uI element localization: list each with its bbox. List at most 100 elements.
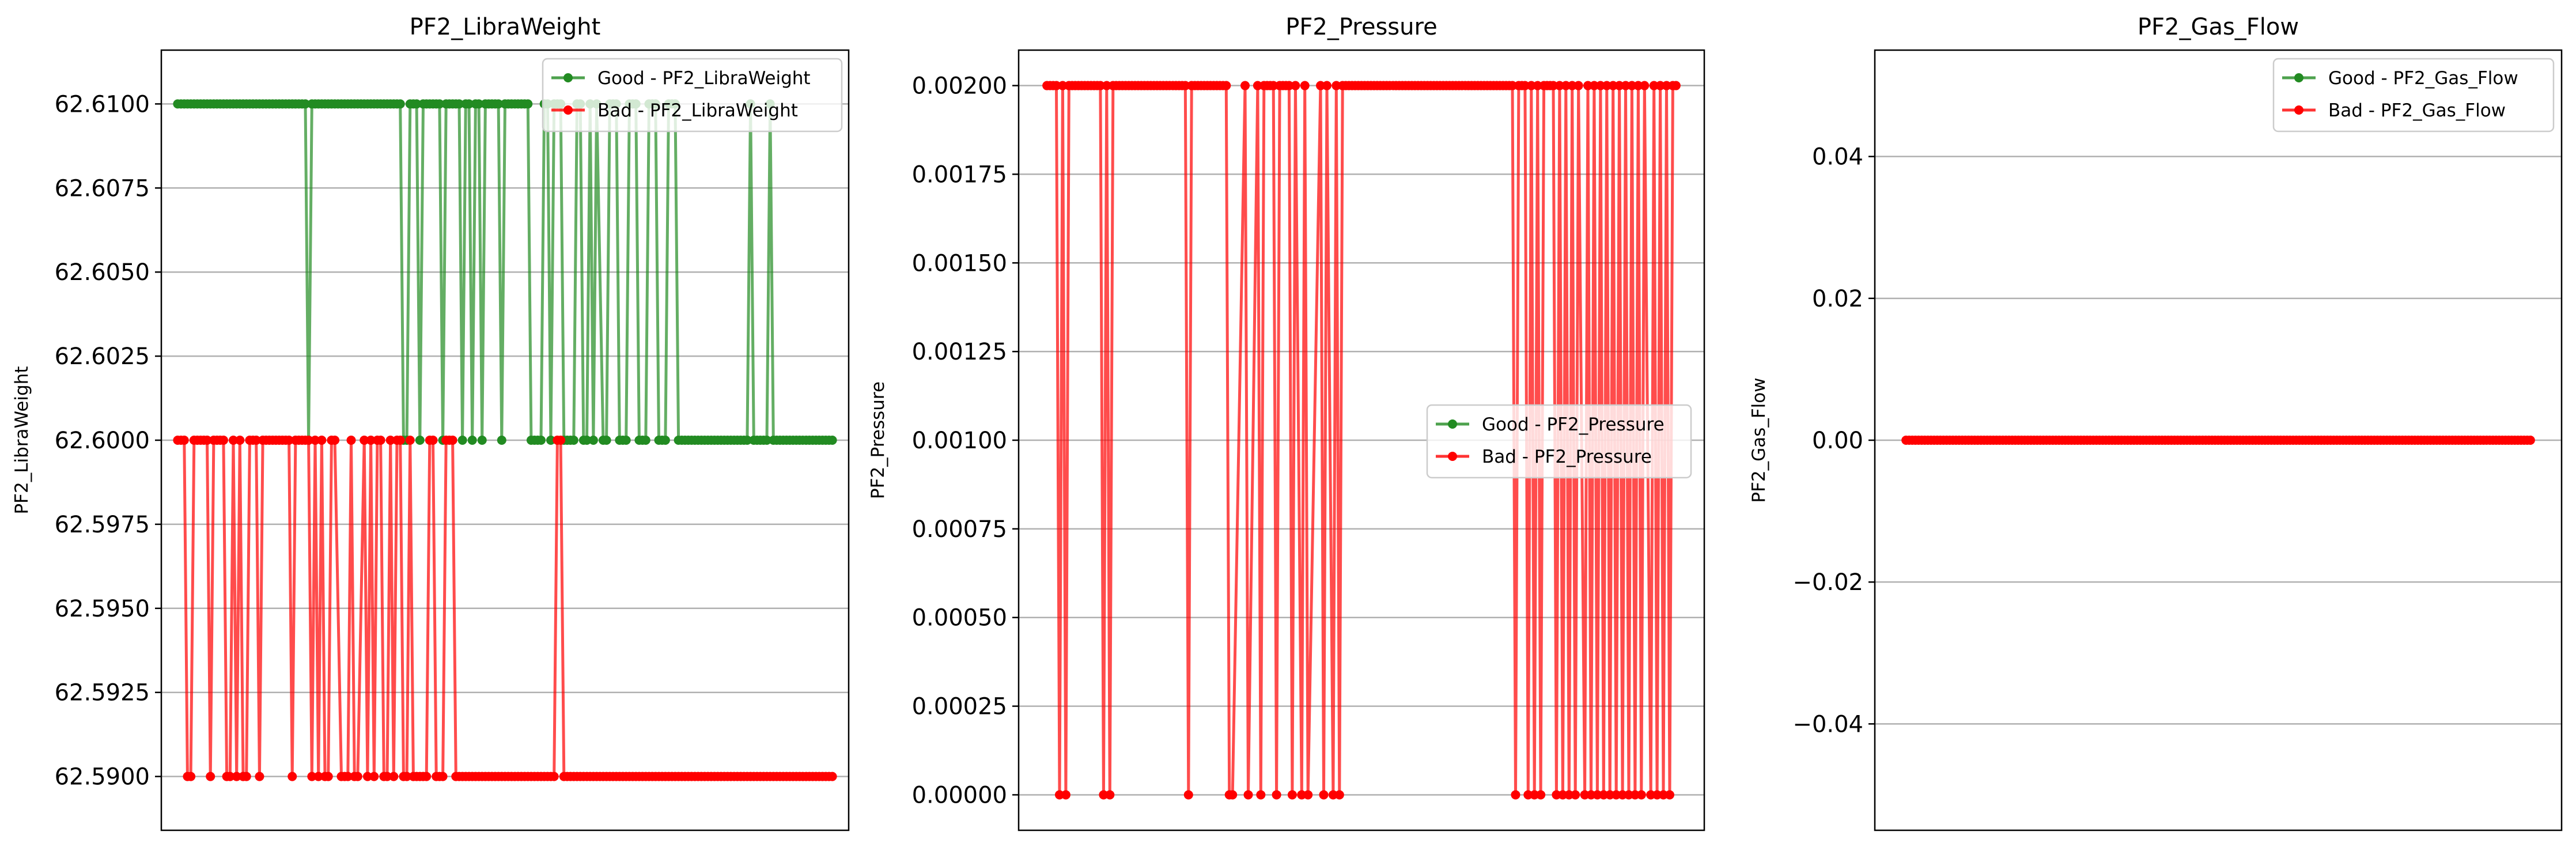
data-point xyxy=(434,99,444,109)
data-point xyxy=(251,436,261,445)
y-tick-label: −0.04 xyxy=(1792,711,1863,738)
data-point xyxy=(1636,790,1646,800)
y-tick-label: 62.6000 xyxy=(55,428,150,454)
data-point xyxy=(395,99,405,109)
data-point xyxy=(1536,790,1546,800)
data-point xyxy=(330,436,340,445)
data-point xyxy=(474,99,484,109)
series-markers xyxy=(1042,81,1681,800)
y-tick-label: 0.02 xyxy=(1812,286,1863,312)
legend-swatch-marker xyxy=(563,105,573,115)
y-tick-label: 62.5975 xyxy=(55,512,150,538)
y-tick-label: 62.6050 xyxy=(55,259,150,286)
y-tick-label: 0.00200 xyxy=(912,73,1007,100)
data-point xyxy=(288,772,297,781)
data-point xyxy=(549,772,559,781)
axes-frame xyxy=(1874,49,2563,831)
data-point xyxy=(457,436,467,445)
data-point xyxy=(1287,790,1297,800)
data-point xyxy=(235,436,245,445)
y-tick-label: 0.00000 xyxy=(912,782,1007,808)
y-tick-label: 62.5950 xyxy=(55,596,150,622)
legend-label: Bad - PF2_Gas_Flow xyxy=(2328,100,2506,121)
data-point xyxy=(1256,790,1266,800)
legend-box xyxy=(1426,404,1692,479)
legend-box xyxy=(2272,58,2555,133)
data-point xyxy=(360,436,369,445)
data-point xyxy=(556,436,566,445)
data-point xyxy=(376,436,385,445)
legend-label: Good - PF2_Pressure xyxy=(1482,414,1665,435)
chart-title: PF2_LibraWeight xyxy=(410,14,601,40)
data-point xyxy=(1243,790,1253,800)
y-tick-label: 0.00075 xyxy=(912,516,1007,543)
subplot-2: 0.00000 0.00025 0.00050 0.00075 0.00100 0.001… xyxy=(868,14,1705,831)
data-point xyxy=(602,436,611,445)
data-point xyxy=(186,772,196,781)
chart-title: PF2_Pressure xyxy=(1285,14,1437,40)
y-tick-label: 62.6100 xyxy=(55,91,150,118)
data-point xyxy=(346,436,356,445)
y-axis-label: PF2_LibraWeight xyxy=(12,366,32,514)
data-point xyxy=(228,436,238,445)
legend-label: Bad - PF2_Pressure xyxy=(1482,447,1652,467)
data-point xyxy=(284,436,294,445)
legend: Good - PF2_Pressure Bad - PF2_Pressure xyxy=(1426,404,1692,479)
y-tick-label: 0.00150 xyxy=(912,250,1007,277)
data-point xyxy=(1671,81,1681,90)
data-point xyxy=(448,436,457,445)
subplot-3: −0.04 −0.02 0.00 0.02 0.04 PF2_Gas_Flow PF2_Ga… xyxy=(1749,14,2563,831)
chart-title: PF2_Gas_Flow xyxy=(2138,14,2299,40)
legend-swatch-marker xyxy=(1448,452,1457,461)
data-point xyxy=(827,772,837,781)
data-point xyxy=(311,436,320,445)
data-point xyxy=(494,99,504,109)
data-point xyxy=(1272,790,1281,800)
legend-swatch-marker xyxy=(2294,105,2303,115)
data-point xyxy=(1240,81,1250,90)
data-point xyxy=(366,436,376,445)
data-point xyxy=(621,436,631,445)
data-point xyxy=(206,772,215,781)
legend-swatch-marker xyxy=(1448,419,1457,429)
legend: Good - PF2_LibraWeight Bad - PF2_LibraWei… xyxy=(542,58,843,133)
data-point xyxy=(300,99,310,109)
data-point xyxy=(1221,81,1231,90)
y-tick-label: 62.5900 xyxy=(55,764,150,791)
data-point xyxy=(454,99,464,109)
data-point xyxy=(523,99,533,109)
data-point xyxy=(546,436,556,445)
legend-label: Good - PF2_LibraWeight xyxy=(597,68,811,89)
data-point xyxy=(1334,790,1344,800)
data-point xyxy=(1665,790,1674,800)
data-point xyxy=(389,772,399,781)
data-point xyxy=(1300,81,1310,90)
data-point xyxy=(1291,81,1300,90)
data-point xyxy=(1319,790,1329,800)
y-tick-label: 0.00100 xyxy=(912,428,1007,454)
data-point xyxy=(1105,790,1115,800)
axes-frame xyxy=(160,49,850,831)
data-point xyxy=(536,436,546,445)
legend-label: Good - PF2_Gas_Flow xyxy=(2328,68,2518,89)
subplot-1: 62.5900 62.5925 62.5950 62.5975 62.6000 62.60… xyxy=(12,14,850,831)
data-point xyxy=(343,772,353,781)
data-point xyxy=(402,772,412,781)
data-point xyxy=(395,436,405,445)
legend-box xyxy=(542,58,843,133)
legend-swatch-marker xyxy=(2294,73,2303,82)
data-point xyxy=(353,772,362,781)
y-tick-label: 0.00175 xyxy=(912,161,1007,188)
data-point xyxy=(660,436,670,445)
y-tick-label: 0.04 xyxy=(1812,144,1863,171)
series-markers xyxy=(1901,436,2535,445)
data-point xyxy=(1573,81,1583,90)
data-point xyxy=(641,436,650,445)
y-tick-label: 0.00025 xyxy=(912,694,1007,720)
y-tick-label: 62.6075 xyxy=(55,175,150,202)
data-point xyxy=(464,99,474,109)
data-point xyxy=(588,436,598,445)
y-tick-label: 62.6025 xyxy=(55,343,150,370)
data-point xyxy=(1322,81,1331,90)
